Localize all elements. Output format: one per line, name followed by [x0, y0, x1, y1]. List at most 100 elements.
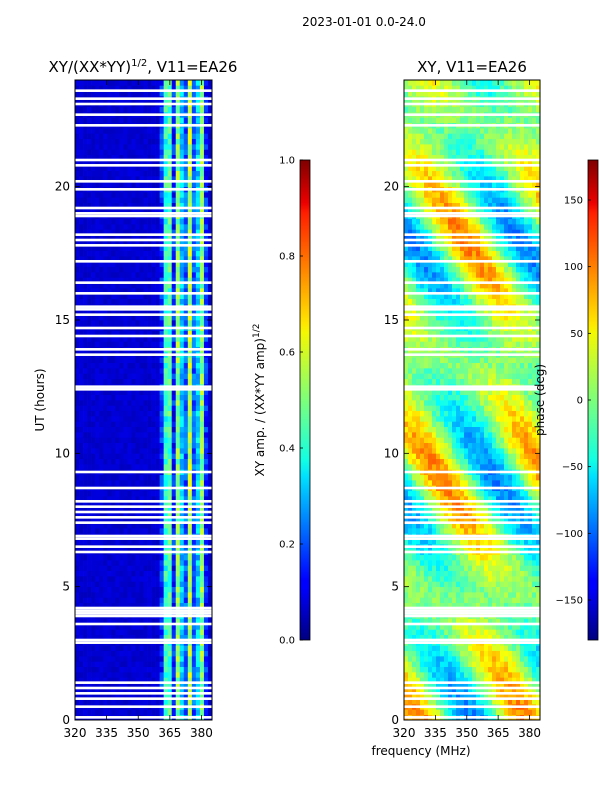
left-heat-cell	[131, 565, 136, 572]
left-heat-cell	[131, 693, 136, 700]
left-heat-cell	[175, 645, 181, 652]
left-heat-cell	[159, 85, 164, 92]
left-heat-cell	[79, 554, 84, 561]
left-heat-cell	[175, 581, 181, 588]
left-heat-cell	[135, 208, 140, 214]
left-heat-cell	[159, 416, 164, 422]
left-heat-cell	[139, 464, 144, 470]
left-heat-cell	[119, 410, 124, 417]
left-heat-cell	[195, 85, 201, 92]
left-heat-cell	[195, 282, 201, 289]
left-heat-cell	[183, 160, 189, 166]
right-heat-cell	[404, 592, 409, 598]
right-heat-cell	[444, 656, 449, 662]
right-heat-cell	[508, 698, 513, 705]
right-heat-cell	[504, 624, 509, 630]
left-heat-cell	[159, 538, 164, 545]
left-heat-cell	[87, 618, 92, 625]
right-heat-cell	[508, 592, 513, 598]
left-heat-cell	[143, 80, 148, 86]
left-heat-cell	[79, 517, 84, 524]
right-heat-cell	[500, 602, 505, 609]
left-heat-cell	[167, 144, 173, 150]
left-heat-cell	[167, 106, 173, 113]
left-heat-cell	[155, 426, 160, 433]
left-heat-cell	[87, 277, 92, 284]
left-heat-cell	[91, 554, 96, 561]
left-heat-cell	[143, 197, 148, 204]
left-heat-cell	[83, 528, 88, 534]
left-heat-cell	[187, 261, 193, 268]
left-heat-cell	[131, 368, 136, 374]
left-heat-cell	[111, 90, 116, 97]
left-heat-cell	[123, 432, 128, 438]
left-heat-cell	[91, 144, 96, 150]
left-heat-cell	[107, 293, 112, 300]
left-heat-cell	[139, 197, 144, 204]
left-heat-cell	[187, 597, 193, 604]
left-heat-cell	[203, 309, 209, 316]
right-heat-cell	[508, 624, 513, 630]
left-heat-cell	[203, 426, 209, 433]
left-heat-cell	[123, 522, 128, 529]
left-heat-cell	[91, 560, 96, 566]
left-heat-cell	[147, 288, 152, 294]
left-heat-cell	[123, 154, 128, 161]
left-heat-cell	[131, 677, 136, 684]
left-heat-cell	[87, 416, 92, 422]
left-heat-cell	[199, 581, 205, 588]
left-heat-cell	[79, 592, 84, 598]
left-heat-cell	[123, 80, 128, 86]
left-heat-cell	[203, 517, 209, 524]
left-heat-cell	[111, 522, 116, 529]
right-heat-cell	[440, 592, 445, 598]
left-heat-cell	[103, 709, 108, 716]
left-heat-cell	[115, 277, 120, 284]
left-heat-cell	[123, 170, 128, 177]
left-heat-cell	[95, 341, 100, 348]
left-heat-cell	[83, 629, 88, 636]
left-heat-cell	[207, 400, 213, 406]
left-heat-cell	[111, 618, 116, 625]
left-heat-cell	[123, 208, 128, 214]
left-heat-cell	[111, 645, 116, 652]
left-heat-cell	[95, 266, 100, 273]
left-heat-cell	[199, 442, 205, 449]
right-heat-cell	[404, 693, 409, 700]
left-heat-cell	[127, 202, 132, 209]
left-heat-cell	[199, 474, 205, 481]
left-heat-cell	[199, 197, 205, 204]
left-heat-cell	[103, 432, 108, 438]
left-heat-cell	[167, 90, 173, 97]
right-heat-cell	[432, 597, 437, 604]
left-heat-cell	[183, 256, 189, 262]
left-heat-cell	[115, 128, 120, 134]
left-heat-cell	[111, 149, 116, 156]
right-heat-cell	[412, 661, 417, 668]
left-heat-cell	[199, 416, 205, 422]
left-heat-cell	[171, 581, 177, 588]
left-heat-cell	[119, 362, 124, 369]
left-heat-cell	[155, 618, 160, 625]
left-heat-cell	[131, 554, 136, 561]
left-heat-cell	[87, 570, 92, 577]
left-heat-cell	[131, 538, 136, 545]
left-heat-cell	[179, 154, 185, 161]
right-heat-cell	[500, 688, 505, 694]
right-heat-cell	[504, 709, 509, 716]
left-heat-cell	[139, 496, 144, 502]
left-heat-cell	[207, 501, 213, 508]
left-heat-cell	[175, 80, 181, 86]
left-heat-cell	[91, 421, 96, 428]
left-heat-cell	[195, 650, 201, 657]
left-heat-cell	[115, 154, 120, 161]
left-xtick-label: 335	[95, 726, 118, 740]
right-heat-cell	[516, 656, 521, 662]
left-heat-cell	[135, 282, 140, 289]
right-heat-cell	[468, 592, 473, 598]
left-heat-cell	[83, 154, 88, 161]
left-heat-cell	[95, 330, 100, 337]
left-heat-cell	[147, 576, 152, 582]
left-heat-cell	[127, 688, 132, 694]
left-heat-cell	[191, 597, 197, 604]
